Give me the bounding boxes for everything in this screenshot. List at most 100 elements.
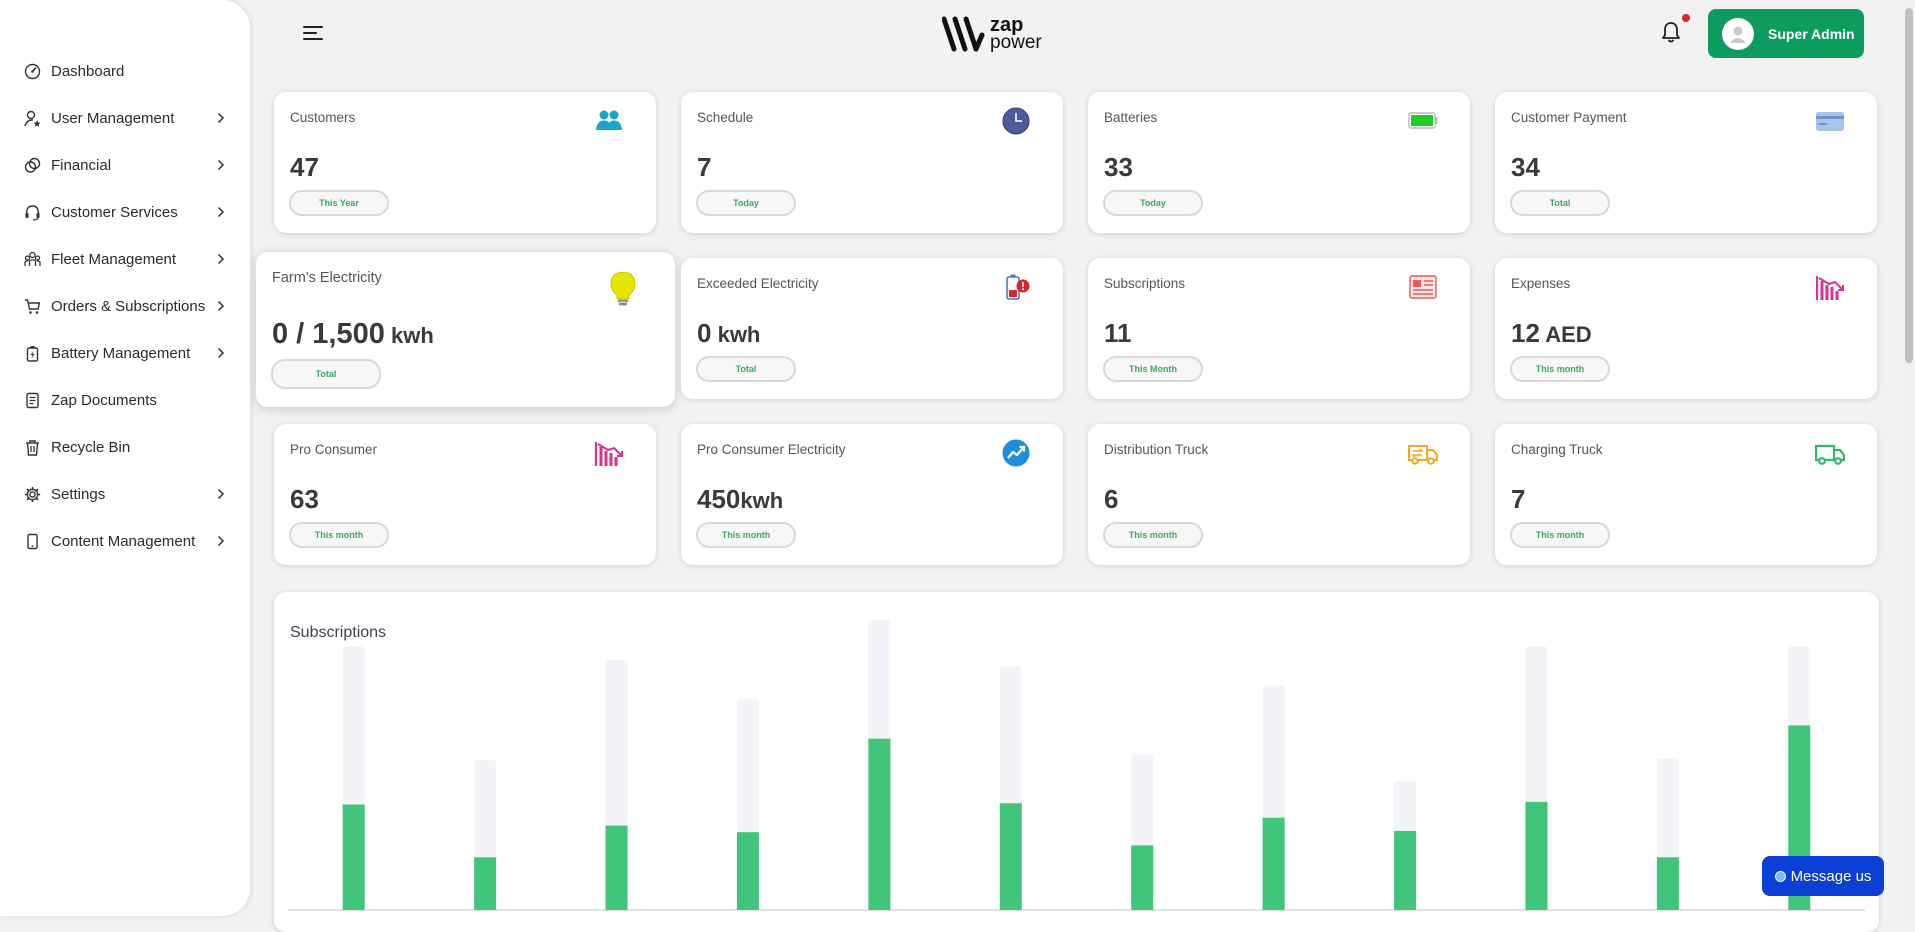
chart-title: Subscriptions [290,624,387,641]
bar-8[interactable] [1262,817,1285,910]
sidebar-item-customer-services[interactable]: Customer Services [0,189,250,236]
card-period-badge[interactable]: This month [1103,522,1203,548]
battery-icon [26,346,39,362]
group-icon [24,251,41,266]
sidebar-item-content-management[interactable]: Content Management [0,518,250,565]
card-period-badge[interactable]: Today [696,190,796,216]
chevron-right-icon [217,300,225,312]
bar-6[interactable] [999,803,1022,910]
card-period-badge[interactable]: This month [1510,356,1610,382]
card-value: 0 / 1,500 kwh [272,318,434,351]
card-period-badge[interactable]: Today [1103,190,1203,216]
card-value: 47 [290,152,319,183]
stat-card-batteries[interactable]: Batteries 33 Today [1088,92,1470,233]
sidebar-item-financial[interactable]: Financial [0,142,250,189]
chevron-right-icon [217,535,225,547]
scrollbar-thumb[interactable] [1905,8,1913,363]
sidebar-item-label: Dashboard [51,63,125,80]
sidebar-item-dashboard[interactable]: Dashboard [0,48,250,95]
sidebar-item-settings[interactable]: Settings [0,471,250,518]
card-value-unit: kwh [384,323,434,348]
user-name: Super Admin [1768,25,1855,42]
card-value-number: 7 [697,152,712,182]
sidebar-item-label: User Management [51,110,175,127]
phone-icon [27,533,38,550]
message-us-button[interactable]: Message us [1762,856,1884,896]
sidebar-item-orders-and-subscriptions[interactable]: Orders & Subscriptions [0,283,250,330]
zap-power-logo[interactable]: zap power [942,14,1042,54]
card-title: Exceeded Electricity [697,276,819,291]
sidebar-item-label: Battery Management [51,345,191,362]
sidebar-item-zap-documents[interactable]: Zap Documents [0,377,250,424]
stat-card-expenses[interactable]: Expenses 12 AED This month [1495,258,1877,399]
card-period-badge[interactable]: Total [271,359,381,389]
card-title: Customer Payment [1511,110,1627,125]
notification-bell-icon[interactable] [1660,20,1682,44]
sidebar-item-battery-management[interactable]: Battery Management [0,330,250,377]
stat-card-exceeded-electricity[interactable]: Exceeded Electricity 0 kwh Total [681,258,1063,399]
stat-card-charging-truck[interactable]: Charging Truck 7 This month [1495,424,1877,565]
bar-2[interactable] [474,857,497,910]
card-period-badge[interactable]: This Year [289,190,389,216]
truck-exchange-icon [1408,445,1438,465]
card-value-number: 450 [697,484,741,514]
card-period-badge[interactable]: Total [696,356,796,382]
zap-logo-mark-icon [942,16,985,52]
bar-10[interactable] [1525,801,1548,910]
card-value-unit: kwh [711,322,761,347]
bar-11[interactable] [1656,857,1679,910]
stat-card-schedule[interactable]: Schedule 7 Today [681,92,1063,233]
coins-icon [24,157,41,173]
sidebar-item-label: Fleet Management [51,251,177,268]
card-period-badge[interactable]: This month [1510,522,1610,548]
trend-up-icon [1002,439,1030,467]
chevron-right-icon [217,488,225,500]
bar-4[interactable] [736,832,759,910]
card-title: Distribution Truck [1104,442,1209,457]
card-value-number: 34 [1511,152,1540,182]
bar-1[interactable] [342,804,365,910]
sidebar-item-recycle-bin[interactable]: Recycle Bin [0,424,250,471]
stat-card-distribution-truck[interactable]: Distribution Truck 6 This month [1088,424,1470,565]
bar-3[interactable] [605,825,628,910]
card-period-badge[interactable]: This month [289,522,389,548]
stat-card-farms-electricity[interactable]: Farm's Electricity 0 / 1,500 kwh Total [256,252,675,407]
card-period-badge[interactable]: This month [696,522,796,548]
bar-5[interactable] [868,738,891,910]
credit-card-icon [1816,112,1844,131]
stat-card-subscriptions[interactable]: Subscriptions 11 This Month [1088,258,1470,399]
avatar [1722,17,1754,50]
card-value: 11 [1104,318,1132,349]
chat-indicator-icon [1774,870,1786,882]
page-scrollbar[interactable] [1903,0,1915,916]
cart-icon [25,299,41,314]
card-period-badge[interactable]: This Month [1103,356,1203,382]
chevron-right-icon [217,253,225,265]
card-title: Pro Consumer [290,442,378,457]
sidebar-item-fleet-management[interactable]: Fleet Management [0,236,250,283]
hamburger-menu-icon[interactable] [303,24,325,42]
card-title: Schedule [697,110,754,125]
document-icon [26,392,39,409]
sidebar-item-label: Zap Documents [51,392,157,409]
sidebar-item-label: Customer Services [51,204,178,221]
card-value-number: 12 [1511,318,1540,348]
card-period-badge[interactable]: Total [1510,190,1610,216]
stat-card-customers[interactable]: Customers 47 This Year [274,92,656,233]
sidebar-item-user-management[interactable]: User Management [0,95,250,142]
stat-card-customer-payment[interactable]: Customer Payment 34 Total [1495,92,1877,233]
headset-icon [25,205,40,221]
bar-9[interactable] [1394,830,1417,910]
bar-7[interactable] [1131,845,1154,910]
card-title: Customers [290,110,356,125]
card-value-number: 63 [290,484,319,514]
card-value: 33 [1104,152,1133,183]
card-value: 450kwh [697,484,783,515]
lightbulb-icon [610,271,636,306]
stat-card-pro-consumer[interactable]: Pro Consumer 63 This month [274,424,656,565]
subscriptions-chart-card: Subscriptions [274,592,1879,932]
card-value-number: 0 / 1,500 [272,318,385,350]
user-profile-button[interactable]: Super Admin [1708,9,1864,58]
stat-card-pro-consumer-electricity[interactable]: Pro Consumer Electricity 450kwh This month [681,424,1063,565]
card-title: Batteries [1104,110,1158,125]
